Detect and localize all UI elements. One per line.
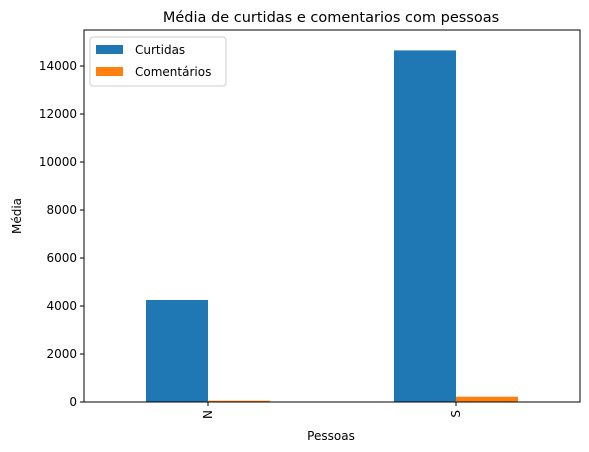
legend-label-comentarios: Comentários bbox=[135, 65, 211, 79]
y-tick-label: 8000 bbox=[46, 203, 77, 217]
bar-curtidas-s bbox=[394, 50, 456, 403]
x-tick-label-n: N bbox=[201, 410, 215, 419]
y-tick-label: 0 bbox=[69, 395, 77, 409]
y-tick-label: 6000 bbox=[46, 251, 77, 265]
x-axis-label: Pessoas bbox=[307, 429, 355, 443]
x-tick-label-s: S bbox=[449, 410, 463, 418]
y-axis: 0 2000 4000 6000 8000 10000 12000 14000 bbox=[39, 59, 84, 409]
bar-comentarios-s bbox=[456, 396, 518, 402]
y-tick-label: 10000 bbox=[39, 155, 77, 169]
y-axis-label: Média bbox=[10, 198, 24, 234]
legend-swatch-comentarios bbox=[96, 67, 123, 76]
bar-curtidas-n bbox=[146, 300, 208, 402]
legend: Curtidas Comentários bbox=[89, 36, 227, 87]
plot-frame bbox=[83, 29, 581, 403]
chart-title: Média de curtidas e comentarios com pess… bbox=[163, 10, 499, 26]
y-tick-label: 14000 bbox=[39, 59, 77, 73]
y-tick-label: 12000 bbox=[39, 107, 77, 121]
y-tick-label: 2000 bbox=[46, 347, 77, 361]
legend-box bbox=[89, 36, 227, 87]
legend-label-curtidas: Curtidas bbox=[135, 43, 185, 57]
legend-swatch-curtidas bbox=[96, 45, 123, 54]
bar-comentarios-n bbox=[208, 400, 270, 402]
plot-area bbox=[146, 50, 518, 403]
y-tick-label: 4000 bbox=[46, 299, 77, 313]
